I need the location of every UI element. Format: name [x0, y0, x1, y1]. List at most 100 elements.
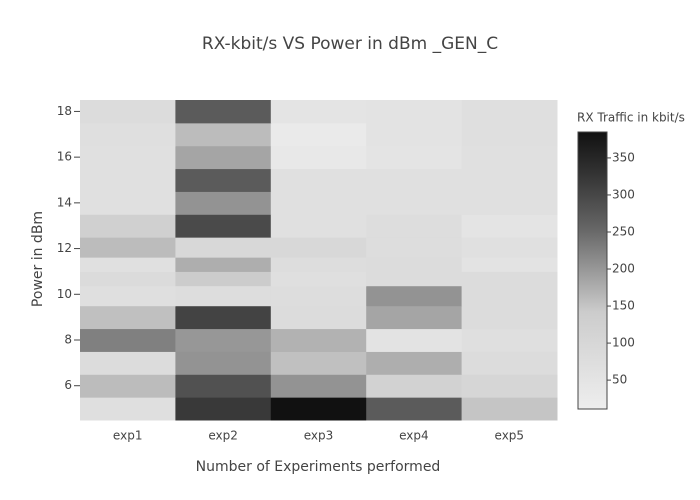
- heatmap-cell: [366, 257, 463, 272]
- heatmap-cell: [80, 285, 176, 307]
- heatmap-cell: [270, 305, 367, 330]
- heatmap-cell: [270, 168, 367, 192]
- heatmap-cell: [461, 168, 558, 192]
- y-tick-label: 16: [57, 150, 72, 164]
- heatmap-cell: [175, 100, 272, 124]
- colorbar-tick-label: 150: [612, 299, 635, 313]
- heatmap-cell: [80, 122, 176, 147]
- heatmap-cell: [175, 397, 272, 421]
- heatmap-cell: [175, 328, 272, 352]
- heatmap-cell: [461, 122, 558, 147]
- heatmap-cell: [175, 257, 272, 272]
- heatmap-cell: [461, 237, 558, 258]
- heatmap-cell: [80, 351, 176, 375]
- heatmap-cell: [175, 305, 272, 330]
- heatmap-cell: [461, 351, 558, 375]
- heatmap-cell: [270, 271, 367, 287]
- colorbar-tick-label: 350: [612, 150, 635, 164]
- heatmap-cell: [175, 285, 272, 307]
- heatmap-cell: [366, 374, 463, 398]
- x-tick-label: exp2: [208, 429, 238, 443]
- x-tick-label: exp4: [399, 429, 429, 443]
- heatmap-cell: [270, 328, 367, 352]
- heatmap-cell: [366, 168, 463, 192]
- heatmap-cell: [270, 285, 367, 307]
- heatmap-cell: [80, 145, 176, 170]
- heatmap-cell: [175, 214, 272, 238]
- heatmap-cell: [461, 397, 558, 421]
- heatmap-cell: [175, 122, 272, 147]
- heatmap-cell: [175, 191, 272, 215]
- heatmap-cell: [461, 285, 558, 307]
- heatmap-cell: [270, 100, 367, 124]
- heatmap-cell: [80, 374, 176, 398]
- heatmap-cell: [80, 168, 176, 192]
- heatmap-cell: [80, 214, 176, 238]
- heatmap-cell: [366, 397, 463, 421]
- heatmap-cell: [80, 305, 176, 330]
- heatmap-cell: [270, 122, 367, 147]
- colorbar: [577, 131, 608, 410]
- heatmap-cell: [175, 351, 272, 375]
- chart-title: RX-kbit/s VS Power in dBm _GEN_C: [202, 34, 498, 54]
- heatmap-cell: [270, 145, 367, 170]
- x-axis-title: Number of Experiments performed: [196, 459, 441, 475]
- heatmap-cell: [80, 271, 176, 287]
- heatmap-cell: [270, 397, 367, 421]
- heatmap-cell: [366, 237, 463, 258]
- heatmap-cell: [366, 285, 463, 307]
- heatmap-cell: [366, 328, 463, 352]
- heatmap-cell: [270, 257, 367, 272]
- x-tick-label: exp1: [113, 429, 143, 443]
- heatmap-cell: [366, 122, 463, 147]
- heatmap-cell: [461, 328, 558, 352]
- heatmap-cell: [366, 271, 463, 287]
- colorbar-title: RX Traffic in kbit/s: [577, 111, 685, 125]
- colorbar-tick-label: 100: [612, 336, 635, 350]
- y-tick-label: 18: [57, 104, 72, 118]
- x-tick-label: exp3: [304, 429, 334, 443]
- heatmap-cell: [270, 214, 367, 238]
- heatmap-cell: [270, 351, 367, 375]
- heatmap-cell: [80, 328, 176, 352]
- heatmap-cell: [270, 374, 367, 398]
- heatmap-cell: [461, 100, 558, 124]
- y-tick-label: 12: [57, 241, 72, 255]
- heatmap-cell: [461, 191, 558, 215]
- x-tick-label: exp5: [495, 429, 525, 443]
- heatmap-cell: [366, 191, 463, 215]
- y-tick-label: 14: [57, 195, 72, 209]
- y-tick-label: 6: [64, 378, 72, 392]
- heatmap-cell: [80, 397, 176, 421]
- heatmap-cell: [461, 145, 558, 170]
- heatmap-cell: [270, 237, 367, 258]
- heatmap-cell: [80, 237, 176, 258]
- heatmap-cell: [175, 374, 272, 398]
- colorbar-tick-label: 300: [612, 187, 635, 201]
- heatmap-cell: [366, 351, 463, 375]
- colorbar-tick-label: 50: [612, 373, 627, 387]
- heatmap-cell: [80, 100, 176, 124]
- heatmap-cell: [175, 168, 272, 192]
- heatmap-cell: [270, 191, 367, 215]
- heatmap-cell: [366, 100, 463, 124]
- heatmap-cell: [461, 305, 558, 330]
- colorbar-tick-label: 250: [612, 224, 635, 238]
- heatmap-cell: [366, 214, 463, 238]
- colorbar-tick-label: 200: [612, 262, 635, 276]
- heatmap-cell: [80, 257, 176, 272]
- heatmap-cell: [461, 257, 558, 272]
- y-axis-title: Power in dBm: [30, 211, 46, 307]
- y-tick-label: 10: [57, 287, 72, 301]
- heatmap-cell: [461, 214, 558, 238]
- heatmap-cell: [461, 374, 558, 398]
- heatmap-cell: [366, 145, 463, 170]
- heatmap-cell: [80, 191, 176, 215]
- heatmap-cell: [175, 145, 272, 170]
- heatmap-cell: [461, 271, 558, 287]
- heatmap-cell: [175, 237, 272, 258]
- heatmap-cell: [366, 305, 463, 330]
- y-tick-label: 8: [64, 333, 72, 347]
- heatmap-cell: [175, 271, 272, 287]
